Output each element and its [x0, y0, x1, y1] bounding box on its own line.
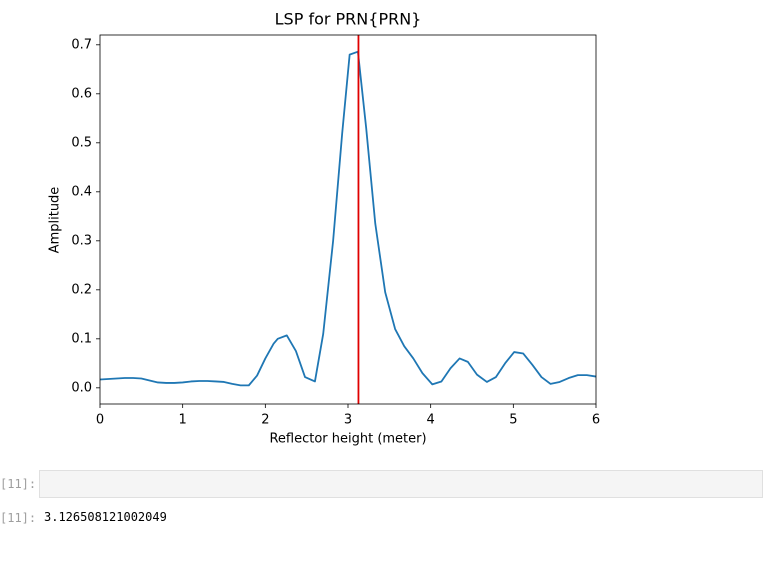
x-tick-label: 1 — [179, 413, 187, 428]
output-prompt: [11]: — [0, 511, 37, 525]
x-tick-label: 5 — [509, 413, 517, 428]
data-line — [99, 50, 597, 387]
y-tick-label: 0.4 — [71, 184, 92, 199]
y-tick-label: 0.0 — [71, 380, 92, 395]
y-tick-label: 0.5 — [71, 135, 92, 150]
x-tick-label: 4 — [427, 413, 435, 428]
y-tick-label: 0.1 — [71, 331, 92, 346]
x-tick-label: 6 — [592, 413, 600, 428]
input-prompt: [11]: — [0, 477, 37, 491]
axes-frame — [99, 34, 597, 405]
y-tick-label: 0.7 — [71, 37, 92, 52]
code-input[interactable] — [39, 470, 763, 498]
y-tick-label: 0.3 — [71, 233, 92, 248]
x-tick-label: 2 — [261, 413, 269, 428]
x-tick-label: 0 — [96, 413, 104, 428]
y-axis-label: Amplitude — [48, 187, 63, 254]
x-axis-label: Reflector height (meter) — [269, 432, 426, 447]
chart: LSP for PRN{PRN} Reflector height (meter… — [48, 10, 601, 447]
y-tick-label: 0.6 — [71, 86, 92, 101]
cell-output: 3.126508121002049 — [44, 510, 167, 524]
chart-title: LSP for PRN{PRN} — [275, 10, 422, 29]
y-tick-label: 0.2 — [71, 282, 92, 297]
x-tick-label: 3 — [344, 413, 352, 428]
